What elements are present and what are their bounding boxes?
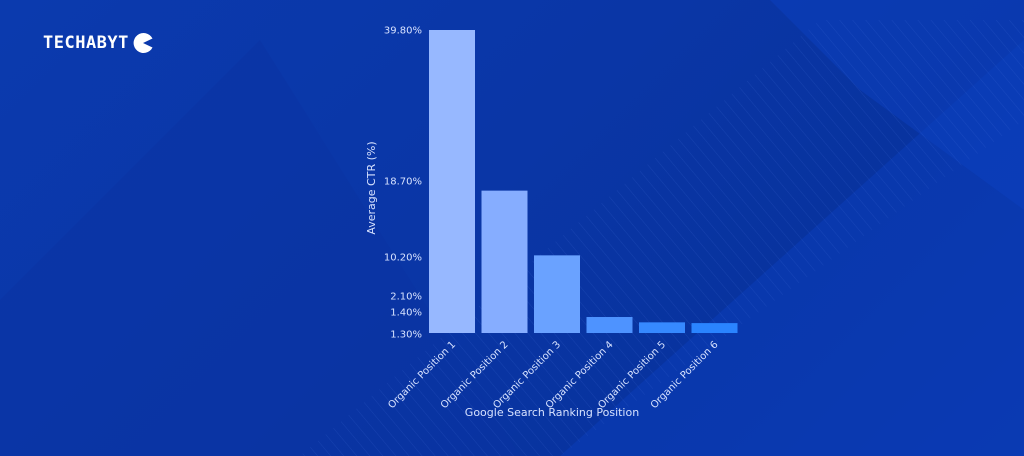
bar-5 [639,322,685,333]
y-tick-label: 10.20% [384,253,422,264]
y-tick-labels: 39.80% 18.70% 10.20% 2.10% 1.40% 1.30% [384,26,422,341]
y-tick-label: 2.10% [390,292,422,303]
y-tick-label: 1.30% [390,330,422,341]
bar-6 [691,323,738,333]
bars-group [429,30,738,333]
y-tick-label: 39.80% [384,26,422,37]
bar-4 [586,317,633,333]
y-tick-label: 18.70% [384,177,422,188]
brand-logo: TECHABYT [43,30,154,56]
brand-name: TECHABYT [43,33,129,53]
bar-3 [534,255,580,333]
x-axis-title: Google Search Ranking Position [465,406,639,419]
y-axis-title: Average CTR (%) [365,141,378,234]
pacman-logo-icon [133,33,153,53]
bar-2 [481,190,528,333]
y-tick-label: 1.40% [390,308,422,319]
bar-1 [429,30,475,333]
